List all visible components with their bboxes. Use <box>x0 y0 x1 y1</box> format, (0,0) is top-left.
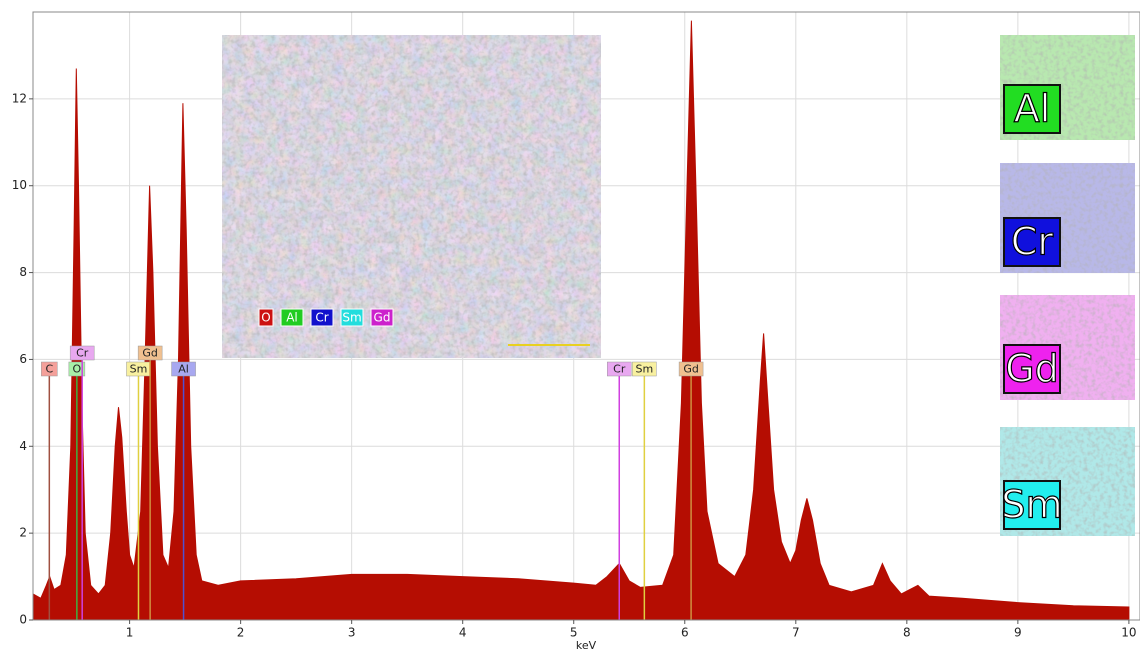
marker-label: Sm <box>635 363 653 376</box>
inset-map: O Al Cr Sm Gd <box>222 35 601 358</box>
x-tick-label: 4 <box>459 626 467 640</box>
legend-swatch <box>258 308 274 327</box>
map-label: Al <box>1014 87 1051 131</box>
plot-area: C O Cr Sm Gd Al Cr Sm Gd <box>32 20 1130 621</box>
marker-label: Cr <box>613 363 626 376</box>
map-label: Gd <box>1005 347 1059 391</box>
marker-box <box>632 361 657 377</box>
legend-swatch <box>370 308 394 327</box>
x-tick-label: 8 <box>903 626 911 640</box>
x-tick-label: 7 <box>792 626 800 640</box>
legend-label: Sm <box>342 311 361 325</box>
marker-label: Sm <box>130 363 148 376</box>
legend-label: Cr <box>315 311 328 325</box>
legend-swatch <box>280 308 304 327</box>
x-tick-label: 10 <box>1121 626 1136 640</box>
inset-grain <box>222 35 601 358</box>
y-tick-label: 4 <box>19 439 27 453</box>
marker-box <box>171 361 196 377</box>
legend-swatch <box>310 308 334 327</box>
marker-box <box>69 345 95 361</box>
x-tick-label: 6 <box>681 626 689 640</box>
marker-label: Gd <box>683 363 699 376</box>
y-tick-label: 6 <box>19 352 27 366</box>
x-tick-label: 5 <box>570 626 578 640</box>
y-tick-label: 8 <box>19 265 27 279</box>
marker-box <box>607 361 632 377</box>
marker-label: Al <box>178 363 189 376</box>
marker-box <box>137 345 163 361</box>
legend-label: O <box>261 311 270 325</box>
y-tick-label: 0 <box>19 613 27 627</box>
marker-box <box>678 361 704 377</box>
x-tick-label: 3 <box>348 626 356 640</box>
legend-label: Gd <box>374 311 391 325</box>
x-tick-label: 1 <box>126 626 134 640</box>
map-label-box <box>1003 84 1061 134</box>
map-label-box <box>1003 344 1061 394</box>
marker-label: Gd <box>142 347 158 360</box>
y-tick-label: 12 <box>12 91 27 105</box>
marker-label: C <box>45 363 53 376</box>
marker-box <box>41 361 58 377</box>
spectrum <box>32 20 1130 621</box>
element-maps: Al Cr Gd Sm <box>1000 35 1135 536</box>
legend-label: Al <box>286 311 298 325</box>
marker-label: O <box>73 363 82 376</box>
plot-frame <box>32 11 1140 621</box>
map-label: Sm <box>1001 483 1062 527</box>
x-axis-label: keV <box>576 639 597 652</box>
x-tick-label: 2 <box>237 626 245 640</box>
x-tick-label: 9 <box>1014 626 1022 640</box>
legend-swatch <box>340 308 364 327</box>
map-label-box <box>1003 217 1061 267</box>
marker-label: Cr <box>76 347 89 360</box>
map-label: Cr <box>1011 220 1054 264</box>
marker-box <box>68 361 86 377</box>
map-label-box <box>1003 480 1061 530</box>
y-tick-label: 10 <box>12 178 27 192</box>
y-tick-label: 2 <box>19 526 27 540</box>
